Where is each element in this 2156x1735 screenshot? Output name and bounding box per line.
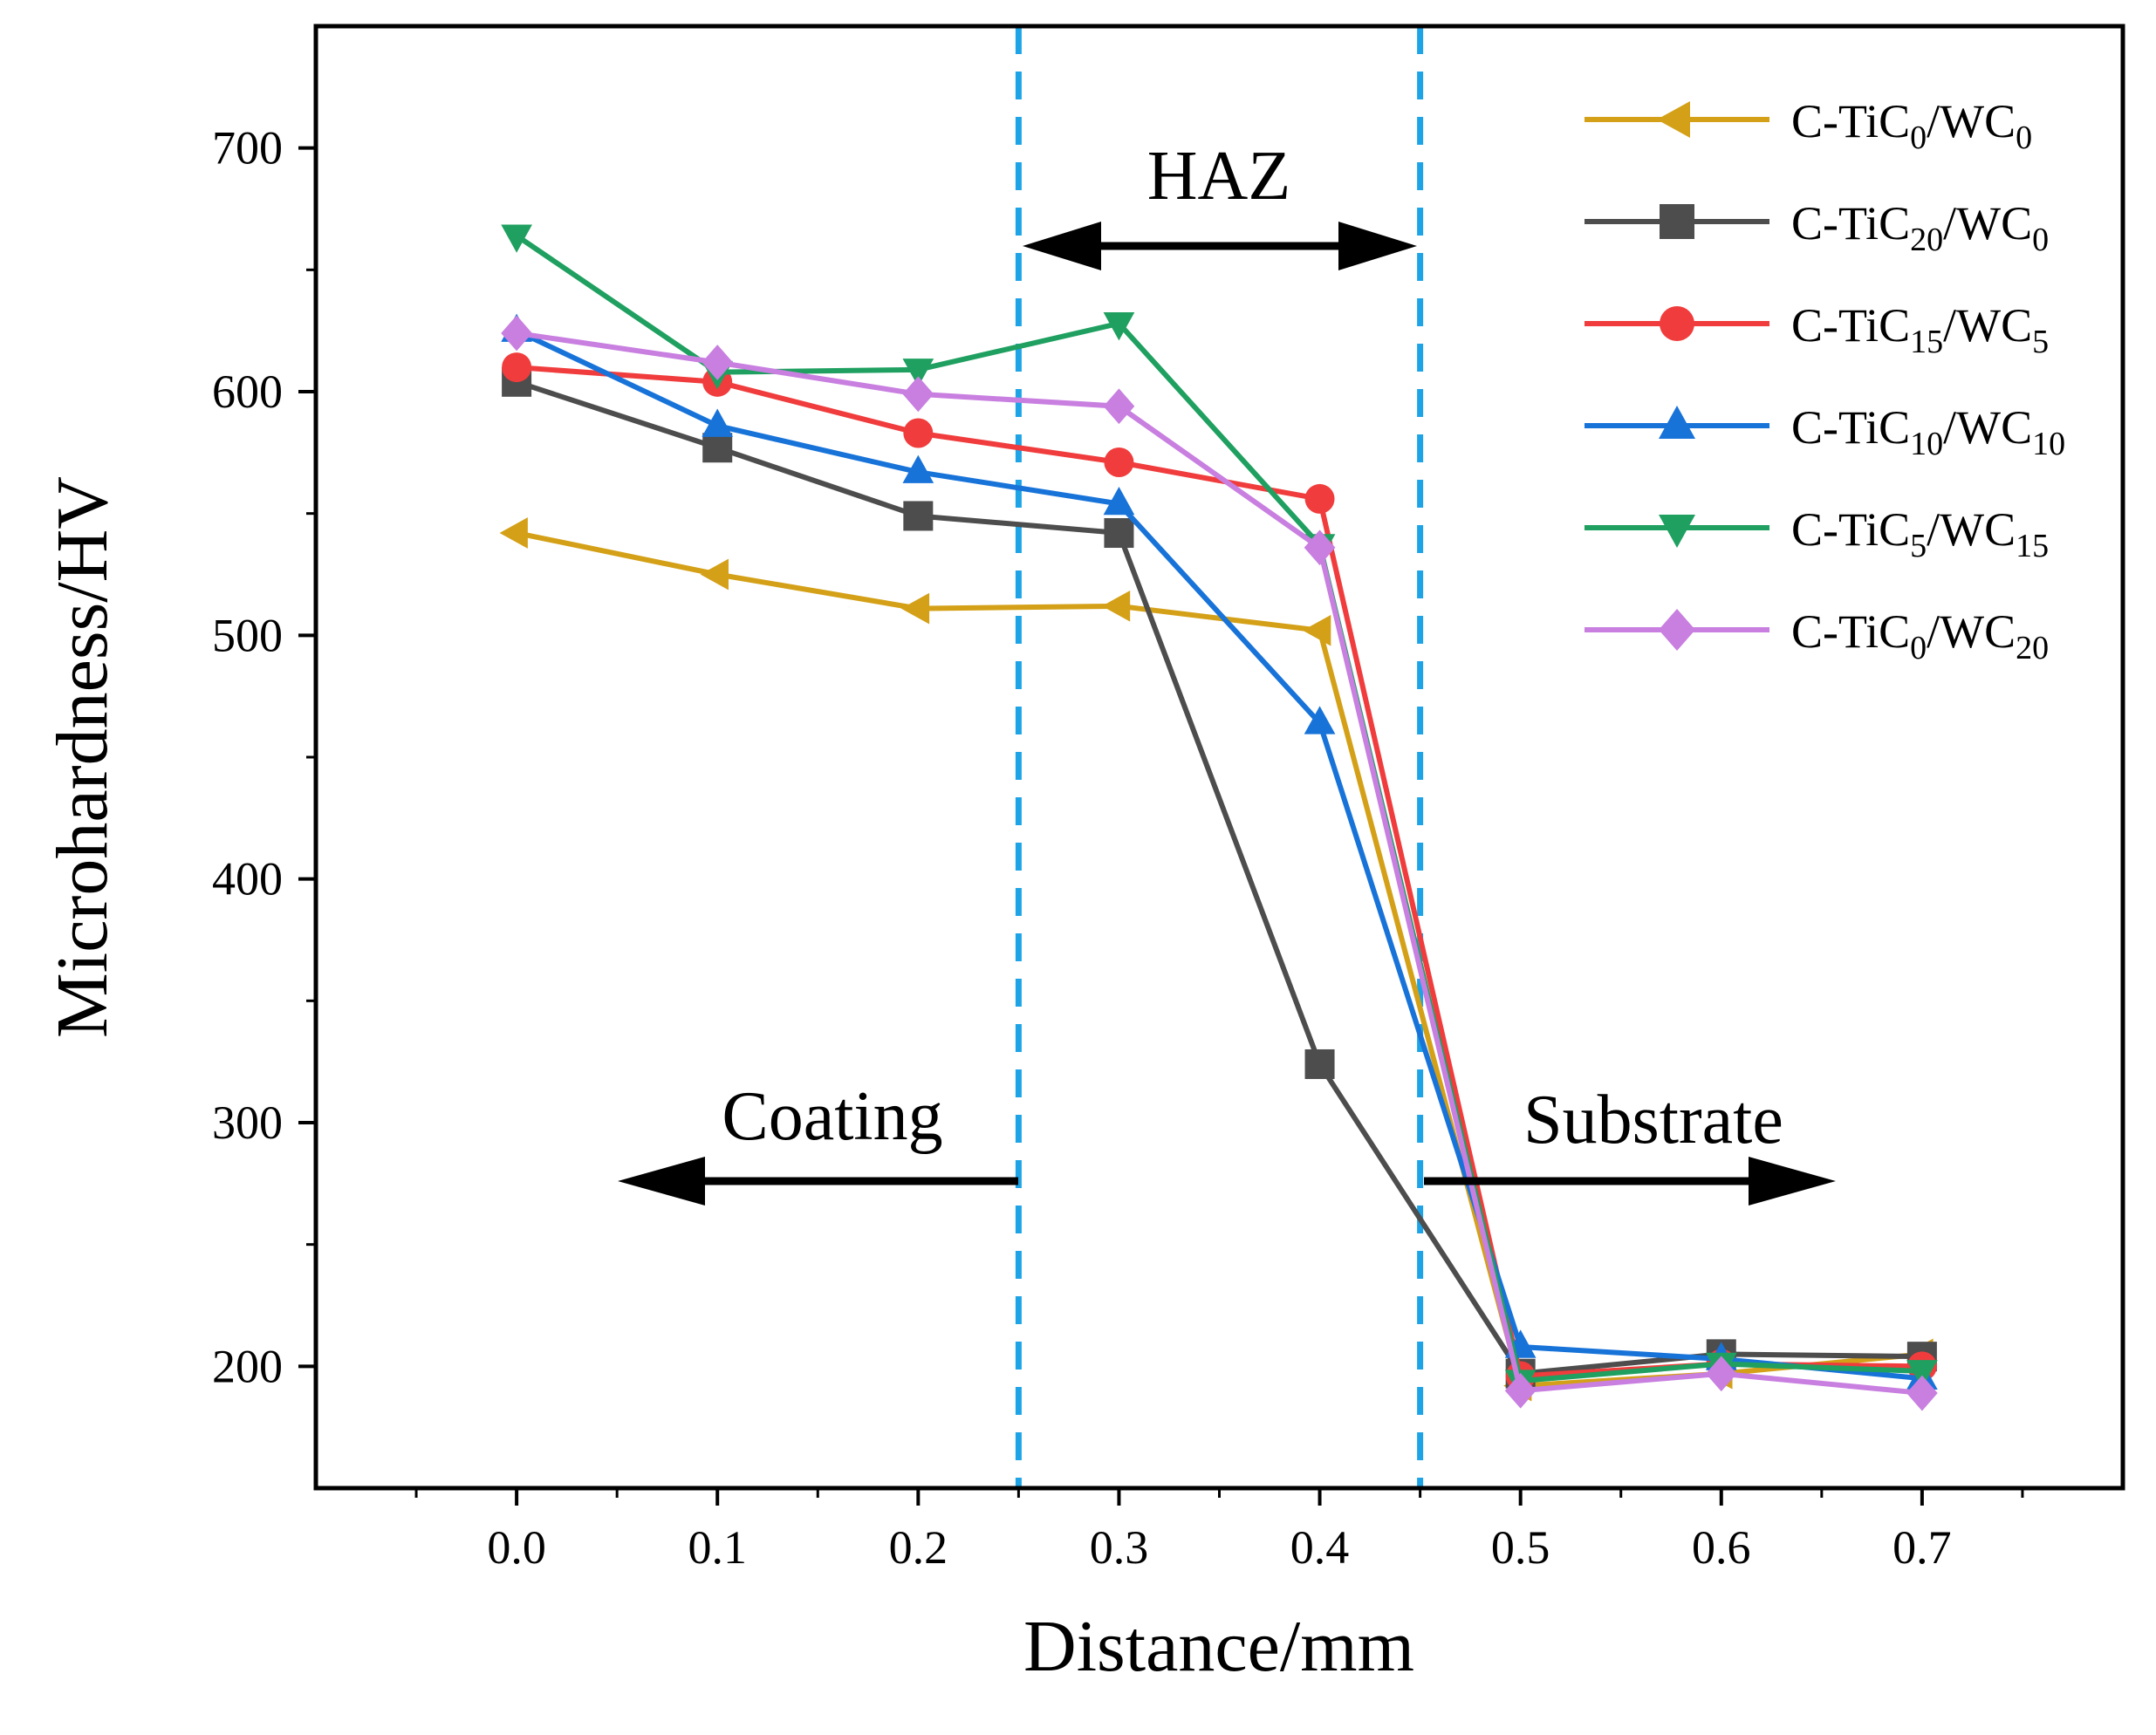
x-tick-label: 0.4 — [1290, 1521, 1350, 1574]
data-point — [1657, 101, 1690, 138]
substrate-label: Substrate — [1523, 1082, 1783, 1158]
x-tick-label: 0.3 — [1090, 1521, 1149, 1574]
y-tick-label: 200 — [212, 1340, 283, 1392]
data-point — [1101, 590, 1131, 622]
legend-entry: C-TiC20/WC0 — [1584, 197, 2049, 258]
data-point — [1304, 706, 1336, 734]
data-point — [1659, 609, 1695, 651]
y-tick-label: 400 — [212, 853, 283, 905]
data-point — [1659, 515, 1695, 548]
y-axis: 200 300 400 500 600 700 — [212, 122, 316, 1392]
x-tick-label: 0.1 — [688, 1521, 747, 1574]
data-point — [902, 454, 934, 483]
coating-label: Coating — [722, 1078, 942, 1155]
y-tick-label: 500 — [212, 609, 283, 661]
legend-label: C-TiC5/WC15 — [1791, 503, 2049, 564]
series-line — [515, 233, 1922, 1384]
data-point — [702, 408, 734, 437]
y-tick-label: 300 — [212, 1096, 283, 1149]
x-axis: 0.0 0.1 0.2 0.3 0.4 0.5 0.6 0.7 — [414, 1488, 2024, 1574]
series-layer — [499, 224, 1938, 1411]
x-tick-label: 0.0 — [487, 1521, 546, 1574]
data-point — [1103, 486, 1135, 516]
data-point — [1304, 1049, 1335, 1079]
data-point — [499, 517, 528, 549]
data-point — [1705, 1356, 1737, 1392]
haz-annotation: HAZ — [1023, 138, 1417, 270]
legend-entry: C-TiC0/WC20 — [1584, 605, 2049, 666]
substrate-arrow-head — [1749, 1157, 1836, 1206]
data-point — [1504, 1372, 1537, 1409]
legend-entry: C-TiC0/WC0 — [1584, 95, 2032, 156]
data-point — [1659, 406, 1695, 439]
x-tick-label: 0.2 — [889, 1521, 948, 1574]
legend: C-TiC0/WC0 C-TiC20/WC0 C-TiC15/WC5 C-TiC10/… — [1584, 95, 2065, 666]
data-point — [1906, 1360, 1938, 1389]
data-point — [702, 345, 734, 380]
data-point — [903, 501, 934, 531]
legend-label: C-TiC15/WC5 — [1791, 299, 2049, 360]
data-point — [1104, 518, 1134, 549]
legend-entry: C-TiC10/WC10 — [1584, 401, 2065, 462]
haz-arrow-right-head — [1338, 222, 1417, 270]
x-tick-label: 0.5 — [1491, 1521, 1550, 1574]
legend-entry: C-TiC15/WC5 — [1584, 299, 2049, 360]
legend-label: C-TiC20/WC0 — [1791, 197, 2049, 258]
series-line — [516, 330, 1923, 1397]
haz-label: HAZ — [1147, 138, 1290, 215]
data-point — [1906, 1375, 1938, 1411]
data-point — [700, 558, 729, 591]
data-point — [1304, 529, 1336, 566]
data-point — [902, 359, 934, 387]
x-axis-title: Distance/mm — [1023, 1606, 1414, 1687]
data-point — [1303, 614, 1331, 646]
x-tick-label: 0.6 — [1692, 1521, 1751, 1574]
data-point — [1103, 388, 1135, 425]
data-point — [501, 315, 532, 352]
data-point — [902, 376, 934, 413]
y-tick-label: 700 — [212, 122, 283, 174]
data-point — [501, 224, 532, 253]
data-point — [702, 433, 733, 463]
region-boundaries — [1015, 26, 1424, 1488]
data-point — [1660, 306, 1694, 341]
x-tick-label: 0.7 — [1892, 1521, 1952, 1574]
data-point — [900, 592, 930, 625]
legend-label: C-TiC0/WC20 — [1791, 605, 2049, 666]
legend-entry: C-TiC5/WC15 — [1584, 503, 2049, 564]
series-C-TiC0/WC20 — [501, 315, 1938, 1411]
substrate-annotation: Substrate — [1424, 1082, 1836, 1206]
y-axis-title: Microhardness/HV — [42, 476, 123, 1038]
data-point — [1304, 483, 1335, 514]
data-point — [1103, 312, 1135, 341]
haz-arrow-left-head — [1023, 222, 1101, 270]
coating-arrow-head — [618, 1157, 705, 1206]
legend-label: C-TiC0/WC0 — [1791, 95, 2032, 156]
data-point — [1660, 204, 1694, 239]
series-line — [515, 328, 1923, 1382]
y-tick-label: 600 — [212, 365, 283, 418]
coating-annotation: Coating — [618, 1078, 1018, 1206]
data-point — [502, 352, 532, 383]
data-point — [903, 418, 934, 448]
data-point — [1104, 447, 1134, 478]
legend-label: C-TiC10/WC10 — [1791, 401, 2065, 462]
